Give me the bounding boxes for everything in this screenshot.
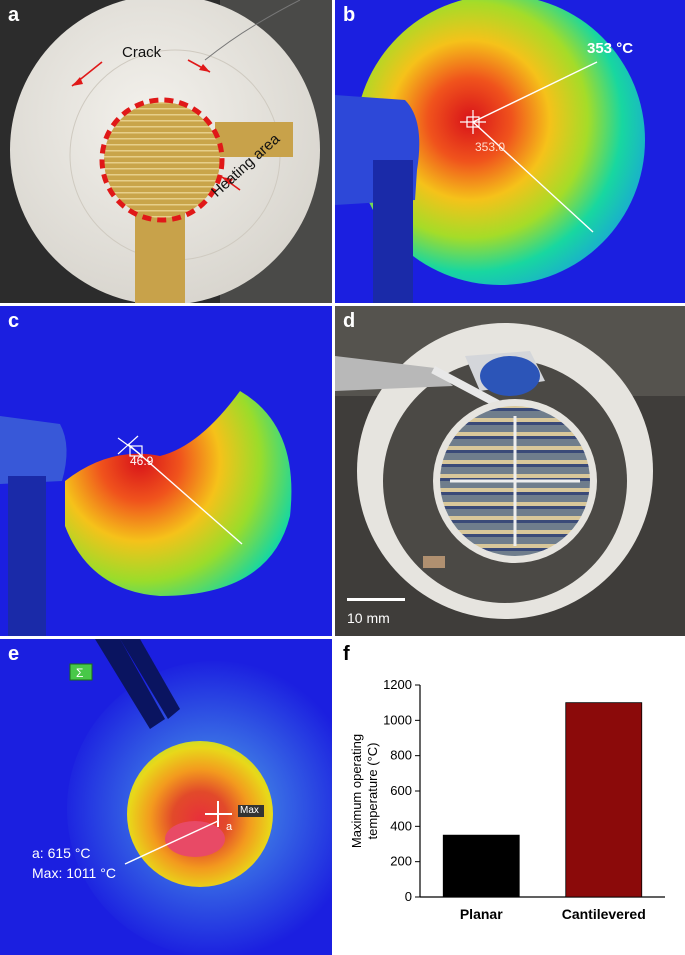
panel-b: b 353 °C 353.0 — [335, 0, 685, 303]
sigma-glyph: Σ — [76, 666, 83, 680]
crosshair-icon — [460, 110, 486, 134]
crosshair-icon — [117, 435, 143, 457]
panel-c-thermal — [0, 306, 332, 636]
x-tick-label: Cantilevered — [562, 906, 646, 922]
readout-a: a: 615 °C — [32, 845, 91, 861]
y-tick-label: 800 — [390, 748, 412, 763]
bar-chart: 0 200 400 600 800 1000 1200 Planar Cantilevered M… — [349, 677, 665, 922]
panel-e-label: e — [8, 643, 20, 665]
panel-e: Σ e Max a a: 615 °C Max: 1011 °C — [0, 639, 332, 955]
panel-f: f 0 200 400 600 800 1000 1200 Planar Cantilevere… — [335, 639, 685, 955]
bar-planar — [442, 834, 520, 898]
readout-max: Max: 1011 °C — [32, 865, 116, 881]
panel-a-label: a — [8, 4, 20, 26]
panel-c: c 46.9 — [0, 306, 332, 636]
panel-a-photo — [0, 0, 332, 303]
y-tick-label: 600 — [390, 783, 412, 798]
y-axis-label: Maximum operatingtemperature (°C) — [349, 734, 380, 848]
sigma-icon — [69, 663, 93, 681]
panel-a: a Crack Heating area — [0, 0, 332, 303]
scale-bar-label: 10 mm — [347, 610, 390, 626]
panel-c-label: c — [8, 310, 20, 332]
crosshair-icon — [205, 801, 232, 827]
cursor-a-tag: a — [226, 821, 233, 833]
cursor-value: 46.9 — [130, 454, 154, 468]
panel-e-thermal: Σ — [0, 639, 332, 955]
y-tick-label: 400 — [390, 818, 412, 833]
y-tick-label: 1200 — [383, 677, 412, 692]
panel-f-label: f — [343, 643, 350, 665]
scale-bar — [347, 598, 405, 601]
y-tick-label: 200 — [390, 854, 412, 869]
cursor-value: 353.0 — [475, 140, 506, 154]
x-tick-label: Planar — [460, 906, 503, 922]
crack-label: Crack — [122, 44, 162, 61]
panel-d: d 10 mm — [335, 306, 685, 636]
y-tick-label: 1000 — [383, 712, 412, 727]
panel-b-label: b — [343, 4, 356, 26]
panel-b-thermal — [335, 0, 685, 303]
cursor-max-value: Max — [240, 805, 259, 816]
max-temp-label: 353 °C — [587, 40, 634, 57]
y-tick-label: 0 — [405, 889, 412, 904]
panel-d-photo — [335, 306, 685, 636]
panel-d-label: d — [343, 310, 356, 332]
bar-cantilevered — [565, 702, 643, 898]
